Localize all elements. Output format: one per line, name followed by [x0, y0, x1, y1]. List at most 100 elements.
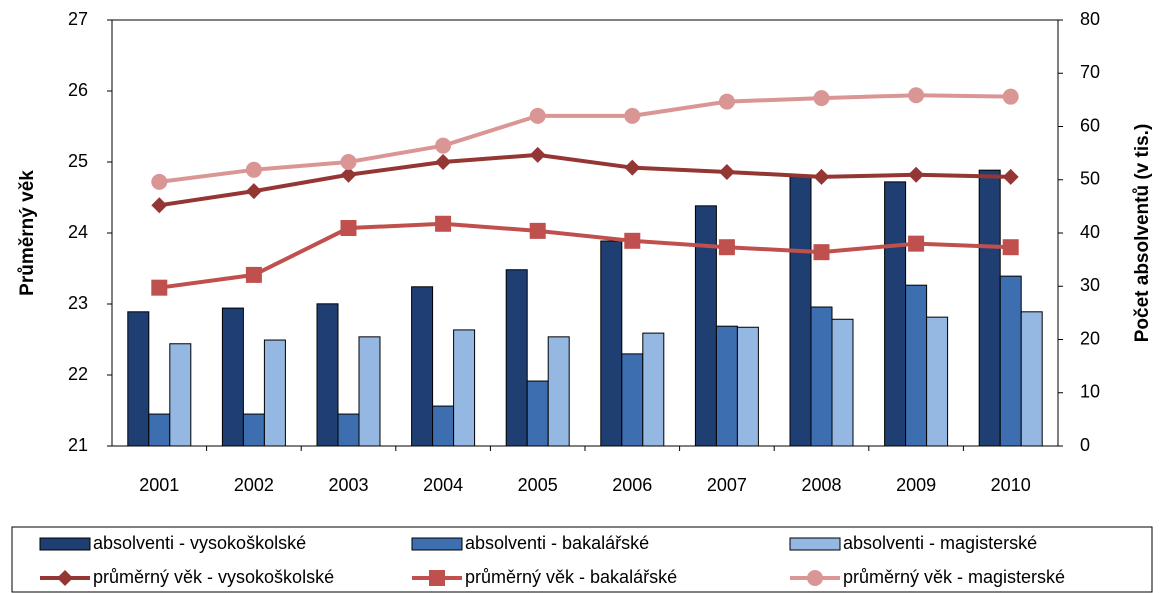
marker: [718, 93, 735, 110]
marker: [908, 235, 925, 252]
bar: [600, 240, 623, 447]
marker: [245, 266, 262, 283]
line: [159, 93, 1011, 184]
bar: [978, 169, 1001, 447]
bar: [432, 405, 455, 447]
x-tick-label: 2008: [801, 475, 841, 495]
legend-swatch: [39, 537, 91, 551]
bar: [127, 311, 150, 447]
marker: [151, 197, 168, 214]
y2-tick-label: 60: [1080, 115, 1100, 135]
marker: [245, 183, 262, 200]
marker: [340, 220, 357, 237]
bar: [148, 413, 171, 447]
marker: [813, 90, 830, 107]
bar: [263, 339, 286, 447]
bar: [505, 269, 528, 447]
marker: [1002, 168, 1019, 185]
y2-tick-label: 40: [1080, 222, 1100, 242]
x-tick-label: 2009: [896, 475, 936, 495]
bar: [926, 316, 949, 447]
marker: [57, 570, 73, 586]
marker: [529, 107, 546, 124]
bar: [411, 286, 434, 447]
bar: [358, 336, 381, 447]
marker: [908, 87, 925, 104]
marker: [624, 107, 641, 124]
bar: [526, 380, 549, 447]
x-tick-label: 2005: [518, 475, 558, 495]
x-tick-label: 2007: [707, 475, 747, 495]
marker: [245, 161, 262, 178]
y2-tick-label: 20: [1080, 328, 1100, 348]
marker: [813, 168, 830, 185]
legend-label: absolventi - bakalářské: [465, 533, 649, 553]
y-tick-label: 22: [68, 364, 88, 384]
y-axis-label: Průměrný věk: [17, 170, 38, 296]
y-tick-label: 25: [68, 151, 88, 171]
marker: [624, 159, 641, 176]
marker: [340, 166, 357, 183]
marker: [718, 163, 735, 180]
marker: [624, 232, 641, 249]
legend-label: průměrný věk - magisterské: [843, 567, 1065, 587]
marker: [435, 154, 452, 170]
x-tick-label: 2003: [328, 475, 368, 495]
bar: [884, 181, 907, 447]
legend-label: průměrný věk - bakalářské: [465, 567, 677, 587]
marker: [807, 570, 823, 586]
marker: [718, 239, 735, 256]
y2-tick-label: 50: [1080, 169, 1100, 189]
y2-tick-label: 80: [1080, 9, 1100, 29]
bar: [242, 413, 265, 447]
marker: [429, 570, 445, 586]
legend-box: [11, 526, 1153, 593]
y-tick-label: 23: [68, 293, 88, 313]
bar: [694, 205, 717, 447]
y-tick-label: 27: [68, 9, 88, 29]
bar: [621, 353, 644, 447]
y2-tick-label: 30: [1080, 275, 1100, 295]
bar: [810, 306, 833, 447]
marker: [435, 215, 452, 232]
x-tick-label: 2004: [423, 475, 463, 495]
y-tick-label: 24: [68, 222, 88, 242]
legend-label: absolventi - magisterské: [843, 533, 1037, 553]
y2-tick-label: 0: [1080, 435, 1090, 455]
bar: [316, 303, 339, 447]
marker: [1002, 239, 1019, 256]
x-tick-label: 2010: [991, 475, 1031, 495]
marker: [813, 244, 830, 261]
y2-tick-label: 70: [1080, 62, 1100, 82]
legend-swatch: [411, 537, 463, 551]
bar: [642, 332, 665, 447]
bar: [789, 176, 812, 447]
marker: [529, 222, 546, 239]
marker: [151, 173, 168, 190]
line: [159, 221, 1011, 290]
marker: [908, 166, 925, 183]
marker: [529, 146, 546, 163]
x-tick-label: 2001: [139, 475, 179, 495]
legend-label: průměrný věk - vysokoškolské: [93, 567, 334, 587]
bar: [736, 326, 759, 447]
y2-tick-label: 10: [1080, 382, 1100, 402]
bar: [715, 325, 738, 447]
y-tick-label: 21: [68, 435, 88, 455]
x-tick-label: 2006: [612, 475, 652, 495]
bar: [831, 318, 854, 447]
marker: [340, 154, 357, 170]
bar: [337, 413, 360, 447]
bar: [453, 329, 476, 447]
bar: [547, 336, 570, 447]
bar: [221, 307, 244, 447]
y2-axis-label: Počet absolventů (v tis.): [1132, 124, 1153, 343]
legend-label: absolventi - vysokoškolské: [93, 533, 306, 553]
line: [159, 152, 1011, 208]
x-tick-label: 2002: [234, 475, 274, 495]
marker: [151, 279, 168, 296]
marker: [435, 137, 452, 154]
bar: [1020, 311, 1043, 447]
y-tick-label: 26: [68, 80, 88, 100]
